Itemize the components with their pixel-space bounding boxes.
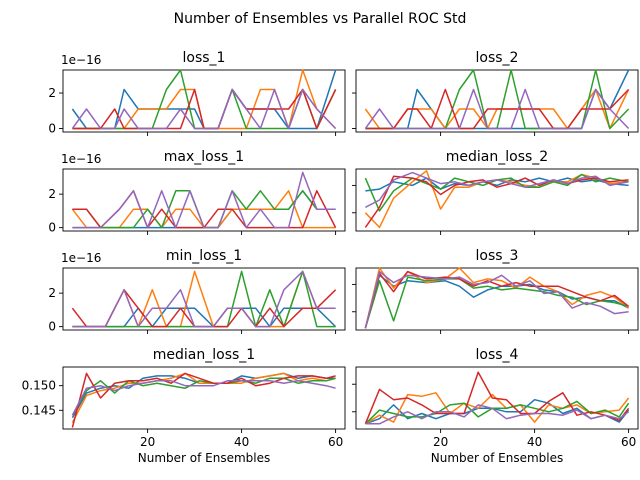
- series-line-4: [364, 175, 629, 228]
- series-line-3: [364, 400, 630, 425]
- series-line-5: [71, 88, 337, 130]
- figure-title: Number of Ensembles vs Parallel ROC Std: [174, 11, 467, 27]
- subplot-median-loss-2: median_loss_2: [352, 149, 639, 235]
- series-line-5: [72, 270, 336, 328]
- plot-area: [62, 366, 346, 430]
- series-line-5: [364, 270, 629, 329]
- subplot-min-loss-1: min_loss_1 1e−16 0 2: [48, 248, 346, 334]
- y-offset-label: 1e−16: [61, 251, 101, 265]
- series-line-3: [71, 377, 336, 416]
- subplot-loss-3: loss_3: [352, 248, 639, 334]
- series-line-4: [364, 371, 630, 425]
- series-line-3: [364, 276, 629, 329]
- subplot-loss-4: loss_4 20 40 60 Number of Ensembles: [352, 347, 639, 465]
- x-tick-label: 40: [234, 435, 249, 449]
- y-tick-label: 2: [48, 286, 56, 300]
- x-tick-label: 40: [527, 435, 542, 449]
- subplot-title: loss_2: [476, 50, 519, 66]
- subplot-title: loss_4: [476, 347, 519, 363]
- x-tick-label: 20: [140, 435, 155, 449]
- series-line-4: [365, 88, 630, 130]
- subplot-max-loss-1: max_loss_1 1e−16 0 2: [48, 149, 346, 235]
- series-line-4: [364, 270, 630, 329]
- subplot-title: median_loss_2: [446, 149, 548, 165]
- subplot-title: min_loss_1: [166, 248, 242, 264]
- series-line-2: [71, 372, 336, 423]
- series-line-5: [365, 404, 630, 425]
- series-line-5: [72, 171, 336, 229]
- subplot-title: median_loss_1: [153, 347, 255, 363]
- x-tick-label: 60: [621, 435, 636, 449]
- subplot-title: loss_3: [476, 248, 519, 264]
- plot-area: [62, 168, 346, 232]
- y-tick-label: 0: [48, 320, 56, 334]
- subplot-median-loss-1: median_loss_1 0.145 0.150 20 40 60 Number of E…: [22, 347, 346, 465]
- series-line-4: [72, 88, 337, 130]
- y-tick-label: 2: [48, 187, 56, 201]
- series-line-1: [365, 177, 629, 192]
- y-offset-label: 1e−16: [61, 53, 101, 67]
- subplot-title: loss_1: [183, 50, 226, 66]
- series-line-5: [364, 88, 630, 130]
- y-offset-label: 1e−16: [61, 152, 101, 166]
- subplot-title: max_loss_1: [164, 149, 244, 165]
- series-line-1: [71, 69, 337, 130]
- subplot-loss-2: loss_2: [352, 50, 639, 136]
- y-tick-label: 0: [48, 121, 56, 135]
- x-tick-label: 60: [328, 435, 343, 449]
- y-tick-label: 0.150: [22, 379, 56, 393]
- y-tick-label: 0: [48, 221, 56, 235]
- x-axis-label: Number of Ensembles: [138, 451, 271, 465]
- x-tick-label: 20: [433, 435, 448, 449]
- series-line-5: [71, 380, 336, 416]
- series-line-4: [71, 372, 336, 428]
- subplot-grid: loss_1 1e−16 0 2 loss_2 max_loss_1 1e−16 0 2 medi…: [22, 50, 639, 465]
- x-axis-label: Number of Ensembles: [431, 451, 564, 465]
- y-tick-label: 2: [48, 86, 56, 100]
- y-tick-label: 0.145: [22, 403, 56, 417]
- subplot-loss-1: loss_1 1e−16 0 2: [48, 50, 346, 136]
- series-line-5: [365, 171, 629, 208]
